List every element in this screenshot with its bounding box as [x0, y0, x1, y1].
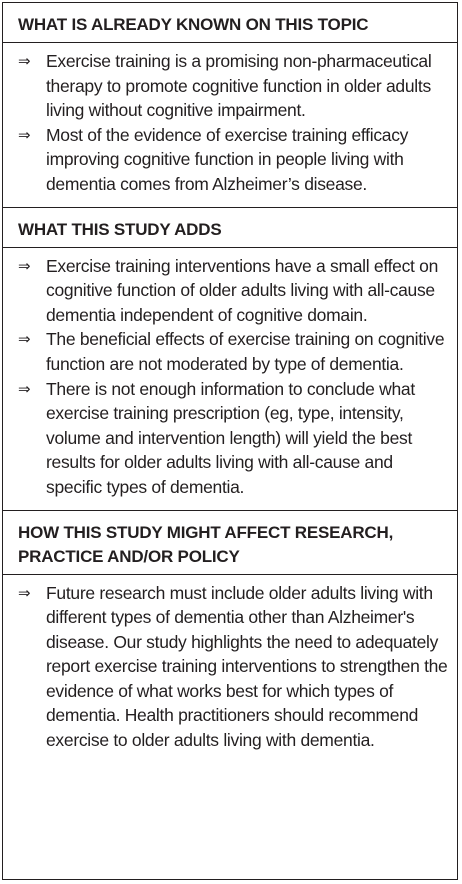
bullet-item: Most of the evidence of exercise trainin…	[18, 123, 449, 197]
section-heading: WHAT THIS STUDY ADDS	[3, 208, 457, 248]
bullet-list: Exercise training interventions have a s…	[3, 248, 457, 510]
bullet-item: The beneficial effects of exercise train…	[18, 327, 449, 376]
bullet-item: Exercise training is a promising non-pha…	[18, 49, 449, 123]
bullet-list: Future research must include older adult…	[3, 575, 457, 763]
section: WHAT THIS STUDY ADDS Exercise training in…	[3, 206, 457, 510]
bullet-list: Exercise training is a promising non-pha…	[3, 43, 457, 207]
section-heading: HOW THIS STUDY MIGHT AFFECT RESEARCH, PR…	[3, 511, 457, 575]
section: WHAT IS ALREADY KNOWN ON THIS TOPIC Exerc…	[3, 3, 457, 207]
bullet-item: Exercise training interventions have a s…	[18, 254, 449, 328]
section: HOW THIS STUDY MIGHT AFFECT RESEARCH, PR…	[3, 509, 457, 763]
section-heading: WHAT IS ALREADY KNOWN ON THIS TOPIC	[3, 3, 457, 43]
bullet-item: There is not enough information to concl…	[18, 377, 449, 500]
bullet-item: Future research must include older adult…	[18, 581, 449, 753]
